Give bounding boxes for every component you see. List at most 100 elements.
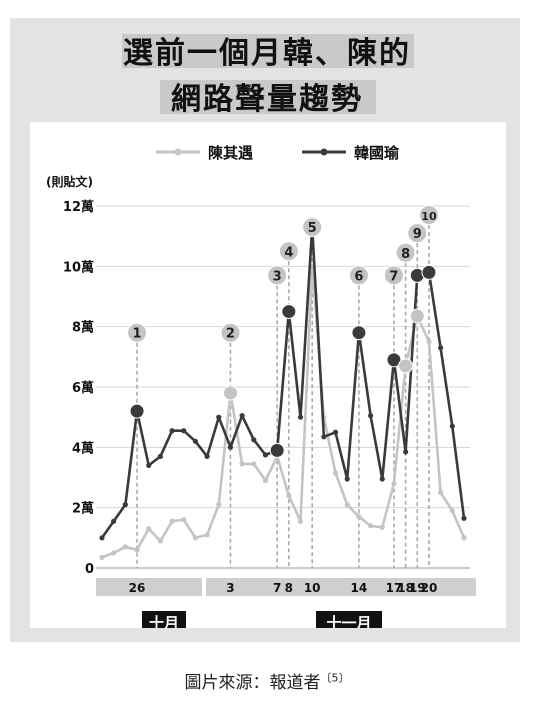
data-point-chen xyxy=(146,526,152,532)
data-point-han xyxy=(367,413,374,419)
data-point-han xyxy=(461,515,467,521)
annotation-number: 5 xyxy=(308,221,317,236)
annotation-number: 6 xyxy=(354,269,363,284)
y-tick-label: 12萬 xyxy=(63,199,94,215)
data-point-han xyxy=(438,345,444,351)
month-label-october: 十月 xyxy=(149,614,179,628)
annotation-number: 1 xyxy=(133,327,142,342)
annotation-number: 4 xyxy=(284,245,293,260)
x-tick-label: 19 xyxy=(409,581,426,595)
annotation-number: 8 xyxy=(401,247,410,262)
data-point-chen xyxy=(379,524,385,530)
data-point-han xyxy=(99,535,105,541)
annotation-bubble xyxy=(220,322,241,343)
data-point-chen xyxy=(426,339,432,345)
annotation-bubble xyxy=(127,322,148,343)
legend-label-chen: 陳其遇 xyxy=(208,144,253,162)
chart-panel: 0 2萬 4萬 6萬 8萬 10萬 12萬 (則貼文) 陳其遇 韓國瑜 1 2 3 4 5 6 7 8 9 10 26 3… xyxy=(30,122,506,628)
highlight-marker xyxy=(398,358,414,374)
data-point-chen xyxy=(192,535,199,541)
x-tick-label: 8 xyxy=(285,581,293,595)
x-tick-label: 7 xyxy=(273,581,281,595)
data-point-chen xyxy=(204,532,210,538)
data-point-han xyxy=(449,423,455,429)
data-point-chen xyxy=(99,554,105,561)
data-point-chen xyxy=(134,547,140,553)
data-point-han xyxy=(192,438,199,444)
data-point-han xyxy=(204,453,210,459)
data-point-han xyxy=(157,453,163,459)
annotation-bubble xyxy=(418,205,439,226)
data-point-han xyxy=(216,414,222,420)
data-point-han xyxy=(251,437,257,443)
annotation-bubble xyxy=(278,241,299,262)
data-point-chen xyxy=(157,538,163,544)
data-point-han xyxy=(403,449,409,455)
y-tick-label: 2萬 xyxy=(72,501,94,517)
date-band-october xyxy=(96,578,202,596)
data-point-han xyxy=(239,413,245,419)
data-point-han xyxy=(146,462,152,469)
data-point-chen xyxy=(367,523,374,529)
chart-title-line2: 網路聲量趨勢 xyxy=(171,82,363,117)
data-point-chen xyxy=(391,480,397,487)
annotation-number: 3 xyxy=(273,269,282,284)
data-point-chen xyxy=(169,518,175,524)
data-point-chen xyxy=(239,461,245,467)
data-point-han xyxy=(332,429,339,435)
highlight-marker xyxy=(281,304,297,320)
date-band-november xyxy=(206,578,476,596)
highlight-marker xyxy=(269,442,285,458)
data-point-chen xyxy=(286,493,292,499)
data-point-han xyxy=(379,476,385,482)
data-point-chen xyxy=(438,489,444,496)
x-tick-label: 10 xyxy=(304,581,321,595)
annotation-bubble xyxy=(395,242,416,263)
data-point-chen xyxy=(122,544,128,550)
data-point-chen xyxy=(216,502,222,508)
data-point-han xyxy=(344,476,350,482)
source-text: 圖片來源：報道者 xyxy=(184,673,321,693)
data-point-han xyxy=(181,428,187,434)
data-point-han xyxy=(262,452,269,458)
legend-dot-han xyxy=(320,148,328,156)
highlight-marker xyxy=(386,352,402,368)
source-ref: 〔5〕 xyxy=(320,671,350,685)
data-point-chen xyxy=(262,477,269,484)
series-line-han xyxy=(100,225,466,539)
y-tick-label: 4萬 xyxy=(72,440,94,456)
series-line-chen xyxy=(101,265,466,559)
y-tick-label: 8萬 xyxy=(72,320,94,336)
annotation-number: 7 xyxy=(389,269,398,284)
y-tick-label: 6萬 xyxy=(72,380,94,396)
data-point-han xyxy=(297,414,304,420)
annotation-number: 2 xyxy=(226,327,235,342)
data-point-han xyxy=(227,444,234,450)
highlight-marker xyxy=(421,264,437,280)
month-badge-november xyxy=(316,611,382,628)
x-tick-label: 18 xyxy=(397,581,414,595)
image-source-caption: 圖片來源：報道者〔5〕 xyxy=(0,668,534,693)
month-badge-october xyxy=(142,611,186,628)
title-highlight-2 xyxy=(160,80,376,114)
data-point-chen xyxy=(356,514,362,520)
data-point-chen xyxy=(344,502,350,508)
x-tick-label: 20 xyxy=(421,581,438,595)
x-tick-label: 26 xyxy=(129,581,146,595)
data-point-han xyxy=(169,428,175,434)
highlight-marker xyxy=(409,308,425,324)
data-point-chen xyxy=(251,461,257,467)
y-axis-label: (則貼文) xyxy=(46,174,93,189)
data-point-chen xyxy=(111,550,117,556)
annotation-number: 9 xyxy=(413,227,422,242)
title-highlight-1 xyxy=(122,34,414,68)
annotation-bubble xyxy=(383,265,404,286)
x-tick-label: 3 xyxy=(226,581,234,595)
data-point-chen xyxy=(332,470,339,476)
chart-title-line1: 選前一個月韓、陳的 xyxy=(123,36,411,71)
data-point-chen xyxy=(461,535,467,541)
highlight-marker xyxy=(222,385,238,401)
data-point-han xyxy=(122,502,128,508)
annotation-bubble xyxy=(302,217,323,238)
